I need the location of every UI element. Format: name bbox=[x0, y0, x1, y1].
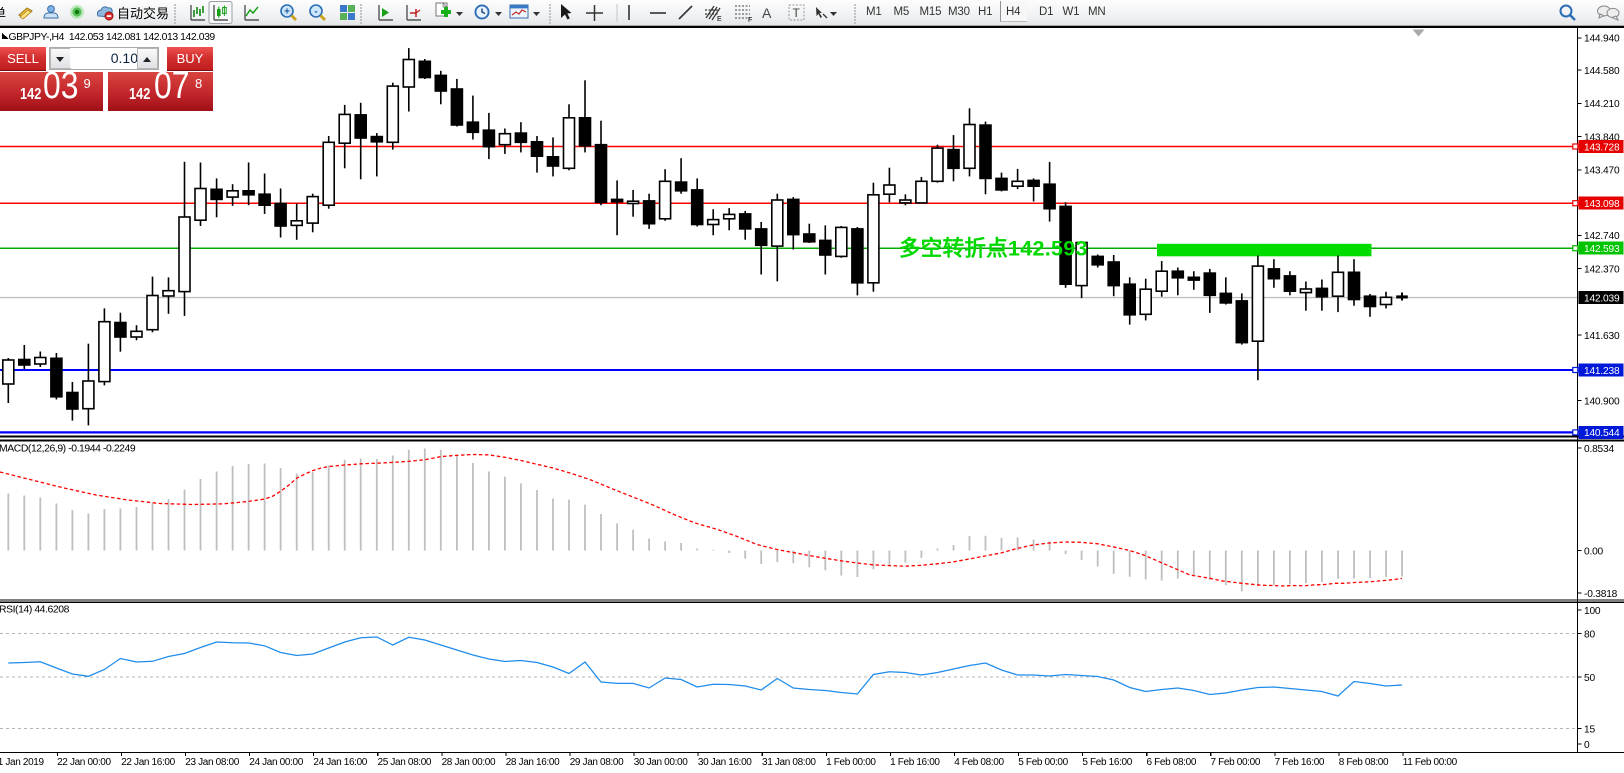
svg-text:7 Feb 16:00: 7 Feb 16:00 bbox=[1275, 757, 1325, 768]
svg-text:142.593: 142.593 bbox=[1584, 244, 1620, 255]
svg-text:21 Jan 2019: 21 Jan 2019 bbox=[0, 757, 44, 768]
svg-text:7 Feb 00:00: 7 Feb 00:00 bbox=[1211, 757, 1261, 768]
svg-text:E: E bbox=[717, 16, 722, 23]
svg-text:24 Jan 16:00: 24 Jan 16:00 bbox=[313, 757, 367, 768]
svg-text:11 Feb 00:00: 11 Feb 00:00 bbox=[1403, 757, 1458, 768]
svg-text:0: 0 bbox=[1584, 740, 1590, 751]
svg-text:22 Jan 00:00: 22 Jan 00:00 bbox=[57, 757, 111, 768]
svg-text:MACD(12,26,9) -0.1944 -0.2249: MACD(12,26,9) -0.1944 -0.2249 bbox=[0, 444, 136, 455]
svg-text:140.544: 140.544 bbox=[1584, 428, 1620, 439]
svg-text:144.210: 144.210 bbox=[1584, 99, 1620, 110]
svg-text:100: 100 bbox=[1584, 606, 1601, 617]
svg-text:144.580: 144.580 bbox=[1584, 66, 1620, 77]
svg-text:141.630: 141.630 bbox=[1584, 331, 1620, 342]
svg-text:自动交易: 自动交易 bbox=[117, 6, 169, 21]
svg-text:142.370: 142.370 bbox=[1584, 264, 1620, 275]
svg-text:15: 15 bbox=[1584, 724, 1595, 735]
svg-text:25 Jan 08:00: 25 Jan 08:00 bbox=[378, 757, 432, 768]
svg-text:29 Jan 08:00: 29 Jan 08:00 bbox=[570, 757, 624, 768]
svg-text:31 Jan 08:00: 31 Jan 08:00 bbox=[762, 757, 816, 768]
svg-text:+: + bbox=[284, 7, 290, 18]
svg-text:5 Feb 16:00: 5 Feb 16:00 bbox=[1082, 757, 1132, 768]
svg-text:6 Feb 08:00: 6 Feb 08:00 bbox=[1147, 757, 1197, 768]
svg-text:5 Feb 00:00: 5 Feb 00:00 bbox=[1018, 757, 1068, 768]
svg-text:28 Jan 16:00: 28 Jan 16:00 bbox=[506, 757, 560, 768]
svg-text:50: 50 bbox=[1584, 673, 1595, 684]
svg-text:1 Feb 00:00: 1 Feb 00:00 bbox=[826, 757, 876, 768]
svg-text:144.940: 144.940 bbox=[1584, 34, 1620, 45]
svg-text:22 Jan 16:00: 22 Jan 16:00 bbox=[121, 757, 175, 768]
svg-text:143.470: 143.470 bbox=[1584, 166, 1620, 177]
svg-text:A: A bbox=[762, 5, 772, 21]
svg-text:142.740: 142.740 bbox=[1584, 231, 1620, 242]
svg-text:30 Jan 16:00: 30 Jan 16:00 bbox=[698, 757, 752, 768]
svg-text:140.900: 140.900 bbox=[1584, 396, 1620, 407]
svg-text:4 Feb 08:00: 4 Feb 08:00 bbox=[954, 757, 1004, 768]
svg-text:多空转折点142.593: 多空转折点142.593 bbox=[899, 236, 1088, 261]
svg-text:T: T bbox=[793, 6, 801, 20]
svg-text:141.238: 141.238 bbox=[1584, 366, 1620, 377]
svg-text:24 Jan 00:00: 24 Jan 00:00 bbox=[249, 757, 303, 768]
svg-text:8 Feb 08:00: 8 Feb 08:00 bbox=[1339, 757, 1389, 768]
svg-text:28 Jan 00:00: 28 Jan 00:00 bbox=[442, 757, 496, 768]
svg-text:30 Jan 00:00: 30 Jan 00:00 bbox=[634, 757, 688, 768]
svg-text:143.728: 143.728 bbox=[1584, 142, 1620, 153]
svg-text:1 Feb 16:00: 1 Feb 16:00 bbox=[890, 757, 940, 768]
svg-text:单: 单 bbox=[0, 6, 6, 21]
svg-text:-0.3818: -0.3818 bbox=[1584, 589, 1618, 600]
svg-text:-: - bbox=[314, 7, 317, 18]
svg-text:GBPJPY-,H4 142.053 142.081 14: GBPJPY-,H4 142.053 142.081 142.013 142.0… bbox=[9, 32, 216, 43]
svg-text:143.840: 143.840 bbox=[1584, 132, 1620, 143]
svg-text:142.039: 142.039 bbox=[1584, 293, 1620, 304]
svg-text:143.098: 143.098 bbox=[1584, 199, 1620, 210]
svg-text:F: F bbox=[748, 17, 752, 24]
svg-text:RSI(14) 44.6208: RSI(14) 44.6208 bbox=[0, 605, 70, 616]
svg-text:80: 80 bbox=[1584, 629, 1595, 640]
svg-text:0.00: 0.00 bbox=[1584, 546, 1604, 557]
svg-text:0.8534: 0.8534 bbox=[1584, 444, 1614, 455]
svg-text:23 Jan 08:00: 23 Jan 08:00 bbox=[185, 757, 239, 768]
